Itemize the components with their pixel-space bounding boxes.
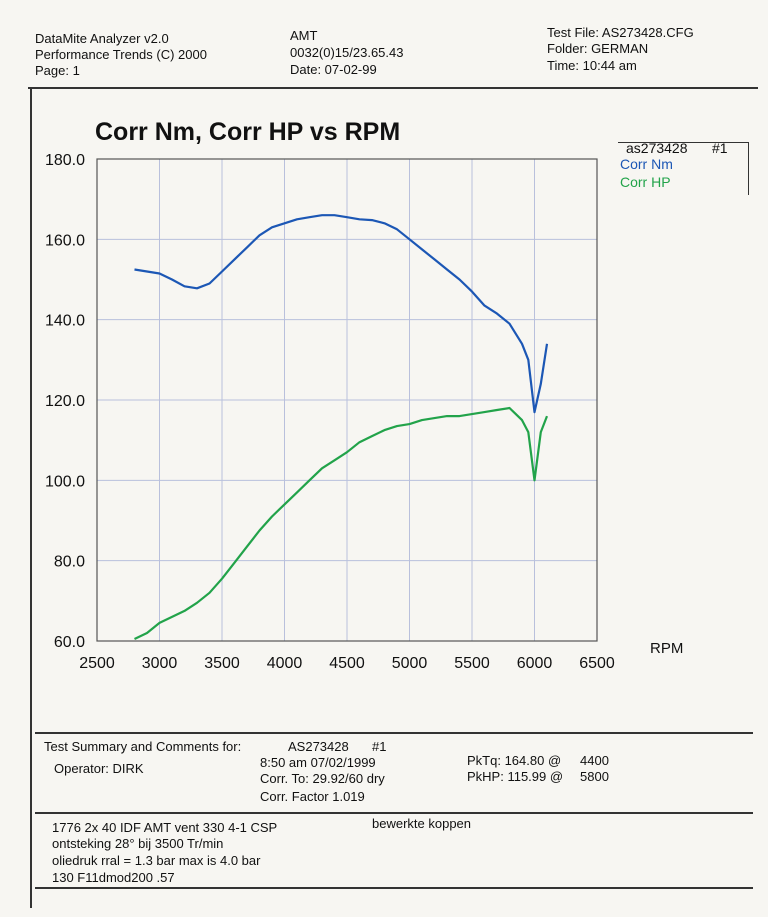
x-tick-label: 3000 [142, 655, 178, 672]
peak-hp: PkHP: 115.99 @ [467, 769, 564, 784]
comment-line-1: 1776 2x 40 IDF AMT vent 330 4-1 CSP [52, 820, 278, 835]
test-date: Date: 07-02-99 [290, 62, 377, 77]
corr-factor: Corr. Factor 1.019 [260, 789, 365, 804]
x-axis-label: RPM [650, 640, 683, 657]
series-line-corr-nm [134, 214, 549, 414]
test-file: Test File: AS273428.CFG [547, 25, 694, 40]
x-tick-label: 4000 [267, 655, 303, 672]
y-tick-label: 180.0 [45, 152, 85, 169]
summary-title: Test Summary and Comments for: [44, 739, 242, 754]
legend-run-number: #1 [712, 140, 728, 156]
comment-line-4: 130 F11dmod200 .57 [52, 870, 175, 885]
company: Performance Trends (C) 2000 [35, 47, 207, 62]
peak-hp-rpm: 5800 [580, 769, 609, 784]
y-tick-label: 140.0 [45, 313, 85, 330]
summary: Test Summary and Comments for: AS273428 … [44, 739, 744, 811]
chart-title: Corr Nm, Corr HP vs RPM [95, 118, 400, 146]
y-tick-label: 100.0 [45, 473, 85, 490]
plot-frame [96, 158, 598, 642]
legend-corr-hp: Corr HP [620, 174, 671, 190]
x-tick-label: 6500 [579, 655, 615, 672]
run-id: 0032(0)15/23.65.43 [290, 45, 404, 60]
x-tick-label: 3500 [204, 655, 240, 672]
x-tick-label: 4500 [329, 655, 365, 672]
series [134, 214, 549, 640]
summary-run: AS273428 [288, 739, 349, 754]
comments: 1776 2x 40 IDF AMT vent 330 4-1 CSP bewe… [52, 816, 752, 890]
x-tick-label: 5500 [454, 655, 490, 672]
header: DataMite Analyzer v2.0 Performance Trend… [35, 25, 755, 91]
y-tick-label: 120.0 [45, 393, 85, 410]
series-line-corr-hp [134, 406, 549, 640]
summary-bottom-rule [35, 812, 753, 814]
folder: Folder: GERMAN [547, 41, 649, 56]
x-tick-label: 6000 [517, 655, 553, 672]
grid [97, 159, 597, 641]
header-rule [28, 87, 758, 89]
comment-line-1-right: bewerkte koppen [372, 816, 472, 831]
chart: Corr Nm, Corr HP vs RPM 2500 3000 3500 4000… [45, 118, 683, 672]
legend-corr-nm: Corr Nm [620, 156, 673, 172]
y-tick-label: 60.0 [54, 634, 85, 651]
legend: as273428 #1 Corr Nm Corr HP [618, 140, 749, 195]
vehicle: AMT [290, 28, 318, 43]
y-tick-label: 160.0 [45, 232, 85, 249]
time: Time: 10:44 am [547, 58, 637, 73]
summary-run-number: #1 [372, 739, 387, 754]
x-tick-label: 5000 [392, 655, 428, 672]
page-number: Page: 1 [35, 63, 80, 78]
app-name: DataMite Analyzer v2.0 [35, 31, 169, 46]
axes [96, 158, 598, 642]
corr-to: Corr. To: 29.92/60 dry [260, 771, 385, 786]
test-datetime: 8:50 am 07/02/1999 [260, 755, 376, 770]
left-border [30, 88, 32, 908]
comment-line-3: oliedruk rral = 1.3 bar max is 4.0 bar [52, 853, 261, 868]
operator: Operator: DIRK [54, 761, 144, 776]
summary-top-rule [35, 732, 753, 734]
peak-torque-rpm: 4400 [580, 753, 609, 768]
comment-line-2: ontsteking 28° bij 3500 Tr/min [52, 836, 224, 851]
legend-run: as273428 [626, 140, 688, 156]
tick-labels: 2500 3000 3500 4000 4500 5000 5500 6000 6500 60.0… [45, 152, 615, 672]
y-tick-label: 80.0 [54, 554, 85, 571]
peak-torque: PkTq: 164.80 @ [467, 753, 562, 768]
x-tick-label: 2500 [79, 655, 115, 672]
comments-bottom-rule [35, 887, 753, 889]
